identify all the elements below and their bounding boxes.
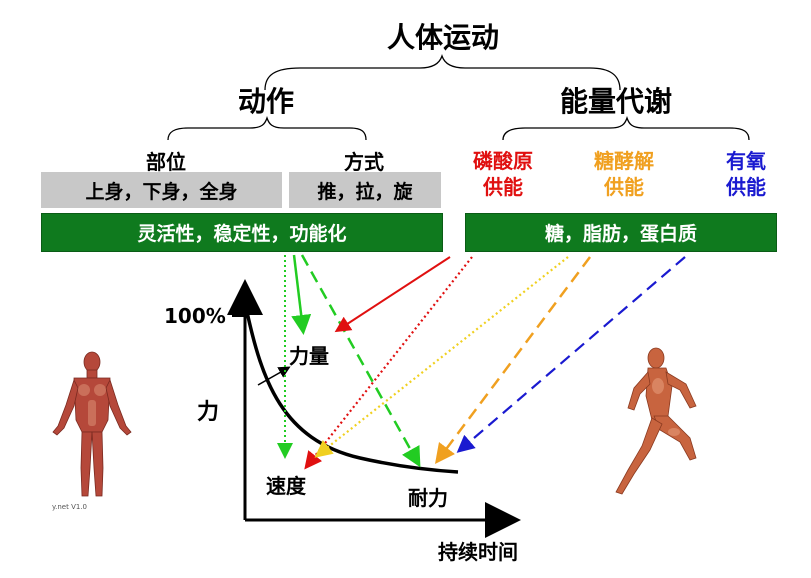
branch-movement-label: 动作 [237,85,295,118]
label-speed: 速度 [266,474,306,498]
method-box: 推，拉，旋 [289,172,441,208]
system-aerobic: 有氧 供能 [726,148,766,200]
branch-metabolism-label: 能量代谢 [559,85,673,118]
x-axis-label: 持续时间 [438,540,518,564]
system-phosphagen: 磷酸原 供能 [473,148,533,200]
system-aerobic-line1: 有氧 [726,149,766,173]
force-duration-curve [245,311,459,474]
watermark: y.net V1.0 [52,503,88,511]
system-glycolysis-line1: 糖酵解 [594,149,654,173]
arrow-glycolysis-to-speed [314,256,569,458]
brace-top [264,53,621,91]
body-part-box: 上身，下身，全身 [41,172,282,208]
arrow-phosphagen-to-speed [304,256,473,470]
system-phosphagen-line1: 磷酸原 [473,149,533,173]
sub-label-method: 方式 [344,150,384,174]
strength-pointer-arrow [257,366,291,386]
system-glycolysis-line2: 供能 [604,175,644,199]
arrow-phosphagen-to-strength [334,256,451,333]
arrow-movement-to-strength [291,254,312,335]
arrow-movement-to-endurance [300,254,421,468]
arrow-glycolysis-to-endurance [435,256,592,465]
diagram-title: 人体运动 [386,21,500,54]
y-axis-label: 力 [197,400,220,425]
sub-label-body-part: 部位 [146,150,186,174]
arrow-aerobic-to-endurance [456,256,686,453]
label-endurance: 耐力 [408,486,448,510]
y-tick-label: 100% [164,304,226,328]
movement-qualities-box: 灵活性，稳定性，功能化 [41,213,443,252]
brace-movement [167,115,367,141]
label-strength: 力量 [289,344,329,368]
brace-metabolism [502,115,750,141]
system-aerobic-line2: 供能 [726,175,766,199]
system-phosphagen-line2: 供能 [483,175,523,199]
anatomy-figure-standing [52,351,132,497]
nutrients-box: 糖，脂肪，蛋白质 [465,213,777,252]
system-glycolysis: 糖酵解 供能 [594,148,654,200]
anatomy-figure-running [615,347,697,495]
